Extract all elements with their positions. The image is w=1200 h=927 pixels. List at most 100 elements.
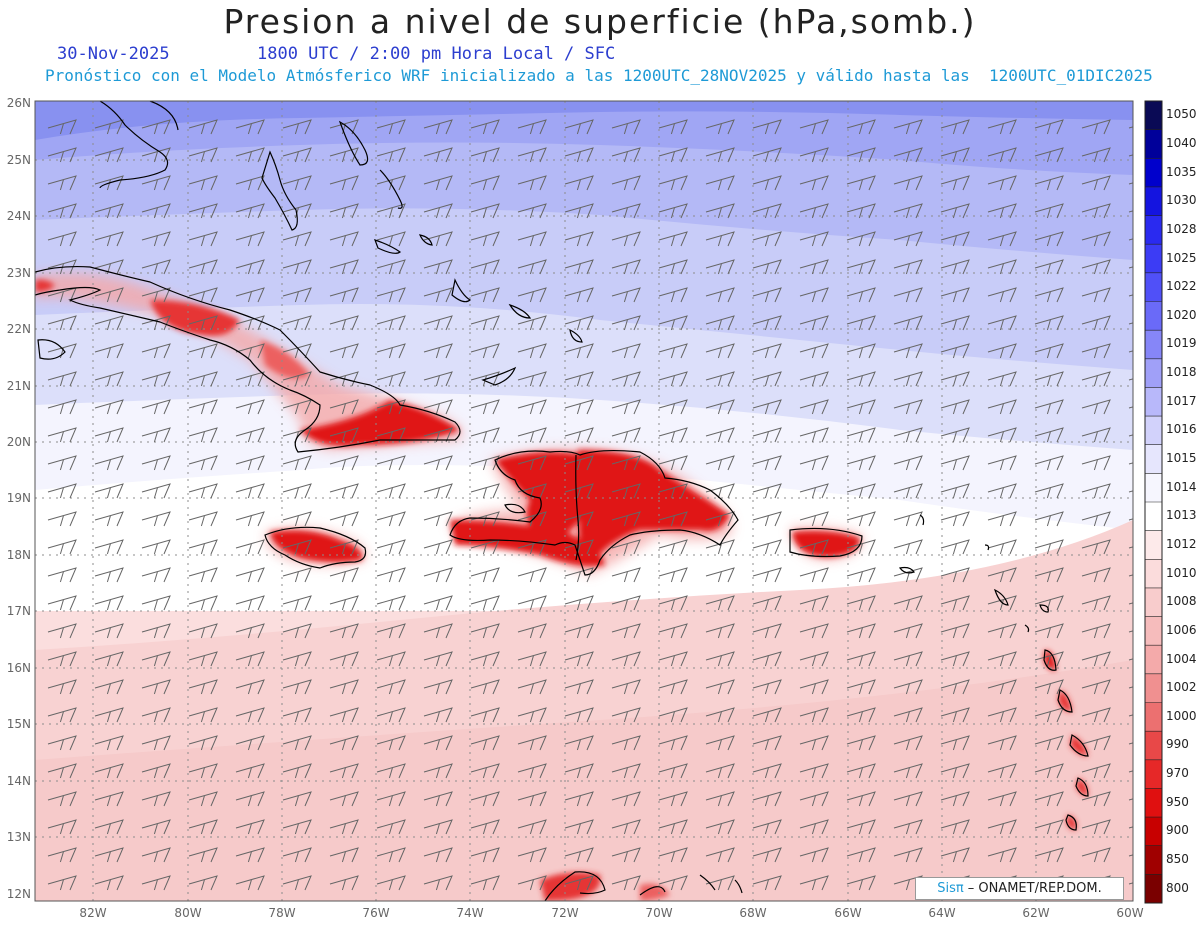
wind-barb [517,847,547,863]
wind-barb [282,259,312,275]
wind-barb [940,203,970,219]
wind-barb [893,819,923,835]
wind-barb [282,791,312,807]
wind-barb [658,427,688,443]
wind-barb [94,147,124,163]
colorbar-label: 1014 [1166,479,1197,494]
colorbar-label: 1012 [1166,536,1197,551]
wind-barb [141,287,171,303]
wind-barb [329,259,359,275]
pressure-field [35,101,1133,901]
wind-barb [94,651,124,667]
wind-barb [47,623,77,639]
wind-barb [329,679,359,695]
wind-barb [423,371,453,387]
wind-barb [423,819,453,835]
lat-label: 16N [6,661,31,675]
wind-barb [564,875,594,891]
lon-label: 62W [1022,906,1050,920]
wind-barb [517,623,547,639]
grid-lines [35,101,1133,901]
wind-barb [940,399,970,415]
wind-barb [235,819,265,835]
wind-barb [423,623,453,639]
wind-barb [329,623,359,639]
wind-barb [987,399,1017,415]
colorbar-swatch [1145,702,1162,732]
wind-barb [423,651,453,667]
wind-barb [94,735,124,751]
wind-barb [893,287,923,303]
colorbar-swatch [1145,101,1162,131]
wind-barb [141,847,171,863]
wind-barb [752,847,782,863]
wind-barb [564,371,594,387]
wind-barb [329,455,359,471]
lat-label: 23N [6,266,31,280]
valid-date: 30-Nov-2025 [57,44,170,64]
wind-barb [940,539,970,555]
lat-label: 15N [6,717,31,731]
wind-barb [940,427,970,443]
wind-barb [423,119,453,135]
wind-barb [846,455,876,471]
wind-barb [282,119,312,135]
wind-barb [470,287,500,303]
wind-barb [235,567,265,583]
wind-barb [987,259,1017,275]
wind-barb [611,567,641,583]
wind-barb [376,147,406,163]
wind-barb [658,623,688,639]
wind-barb [705,567,735,583]
wind-barb [47,679,77,695]
wind-barb [893,567,923,583]
wind-barb [987,203,1017,219]
wind-barb [188,875,218,891]
wind-barb [893,679,923,695]
wind-barb [188,707,218,723]
wind-barb [376,567,406,583]
wind-barb [705,343,735,359]
wind-barb [564,399,594,415]
wind-barb [329,735,359,751]
wind-barb [940,735,970,751]
wind-barb [940,483,970,499]
wind-barb [141,651,171,667]
wind-barb [799,287,829,303]
wind-barb [799,735,829,751]
wind-barb [423,231,453,247]
wind-barb [282,231,312,247]
wind-barb [658,875,688,891]
wind-barb [329,427,359,443]
wind-barb [141,623,171,639]
wind-barb [564,231,594,247]
wind-barb [705,511,735,527]
wind-barb [329,567,359,583]
wind-barb [188,483,218,499]
wind-barb [470,343,500,359]
wind-barb [517,147,547,163]
wind-barb [611,427,641,443]
wind-barb [611,735,641,751]
wind-barb [799,819,829,835]
coastlines [35,101,1089,901]
wind-barb [940,595,970,611]
wind-barb [799,343,829,359]
wind-barb [470,511,500,527]
wind-barb [564,287,594,303]
wind-barb [799,483,829,499]
wind-barb [987,567,1017,583]
wind-barb [329,539,359,555]
wind-barb [188,847,218,863]
wind-barb [1034,259,1064,275]
wind-barb [282,371,312,387]
wind-barb [940,147,970,163]
forecast-info: Pronóstico con el Modelo Atmósferico WRF… [45,66,1153,85]
colorbar-label: 1020 [1166,307,1197,322]
wind-barb [799,763,829,779]
wind-barb [846,203,876,219]
wind-barb [470,455,500,471]
wind-barb [235,147,265,163]
wind-barb [705,455,735,471]
wind-barb [940,455,970,471]
